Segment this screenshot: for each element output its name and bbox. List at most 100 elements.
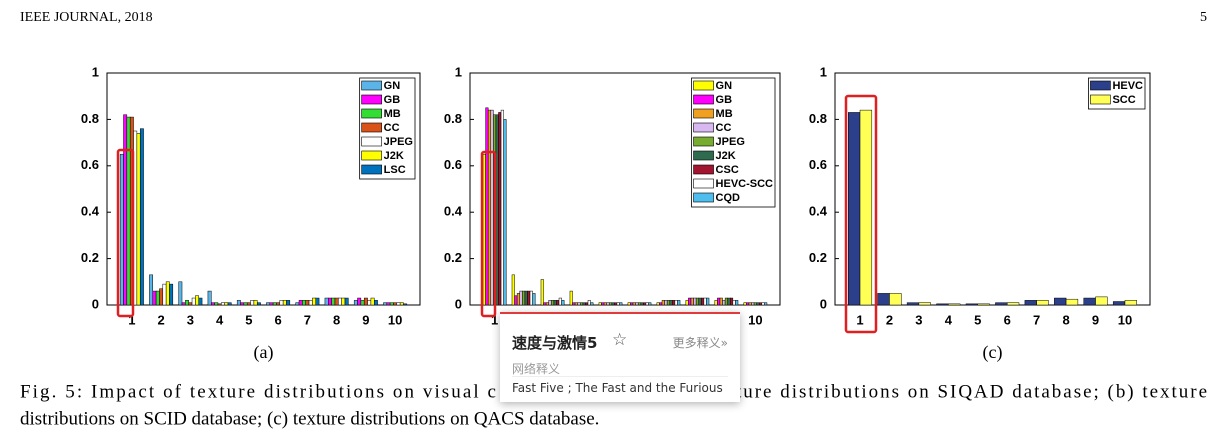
y-tick-label: 0.4 [809, 204, 828, 219]
bar [399, 302, 404, 306]
legend-swatch [693, 80, 714, 91]
bar [619, 302, 623, 306]
bar [188, 302, 193, 306]
bar [630, 302, 634, 306]
legend-swatch [361, 164, 382, 175]
dictionary-popup: 速度与激情5 ☆ 更多释义» 网络释义 Fast Five ; The Fast… [500, 312, 740, 402]
bar [722, 300, 726, 306]
bar [490, 109, 494, 306]
legend: GN GB MB CC JPEG J2K LSC [359, 77, 416, 180]
bar [279, 300, 284, 306]
bar [706, 297, 710, 306]
bar [139, 128, 144, 306]
bar [730, 297, 734, 306]
bar [995, 302, 1008, 306]
bar [393, 302, 398, 306]
bar [698, 297, 702, 306]
bar [582, 302, 586, 306]
bar [677, 300, 681, 306]
bar [577, 302, 581, 306]
legend-swatch [693, 108, 714, 119]
bar [761, 302, 765, 306]
bar [389, 302, 394, 306]
bar [503, 119, 507, 306]
y-tick-label: 1 [92, 64, 99, 79]
bar [312, 297, 316, 306]
x-tick-label: 5 [245, 312, 252, 327]
popup-word: 速度与激情5 [512, 334, 598, 352]
x-tick-label: 1 [128, 312, 135, 327]
x-tick-label: 2 [157, 312, 164, 327]
more-link[interactable]: 更多释义» [672, 336, 728, 350]
legend-label: GB [716, 94, 733, 106]
favorite-star[interactable]: ☆ [612, 330, 628, 350]
legend-label: GN [384, 80, 401, 92]
x-tick-label: 10 [748, 312, 762, 327]
bar [1095, 296, 1108, 306]
bar [324, 297, 329, 306]
bar [746, 302, 750, 306]
bar [714, 300, 718, 306]
bar [553, 300, 557, 306]
bar [616, 302, 620, 306]
bar [282, 300, 287, 306]
bar [328, 297, 332, 306]
legend-label: GN [716, 80, 733, 92]
bar [266, 302, 271, 306]
y-tick-label: 0.8 [444, 111, 462, 126]
bar [587, 300, 591, 306]
bar [485, 107, 489, 306]
legend-swatch [361, 94, 382, 105]
bar [295, 302, 300, 306]
bar [1124, 300, 1138, 306]
bar [253, 300, 258, 306]
bar [695, 297, 699, 306]
bar [751, 302, 755, 306]
y-tick-label: 0.2 [809, 250, 827, 265]
bar [574, 302, 578, 306]
bar [732, 300, 736, 306]
y-tick-label: 0 [455, 296, 462, 311]
bar [561, 300, 565, 306]
bar [136, 133, 141, 306]
bar [532, 293, 536, 306]
bar [756, 302, 760, 306]
bar [119, 153, 124, 306]
bar [685, 300, 689, 306]
bar [178, 281, 183, 306]
bar [701, 297, 705, 306]
bar [611, 302, 615, 306]
bar [482, 153, 486, 306]
legend-label: MB [716, 108, 733, 120]
legend-swatch [1090, 80, 1111, 91]
y-tick-label: 0.2 [444, 250, 462, 265]
legend-label: JPEG [384, 136, 413, 148]
bar [614, 302, 618, 306]
highlight-box [116, 148, 135, 318]
bar [386, 302, 391, 306]
bar [162, 283, 167, 306]
x-tick-label: 2 [886, 312, 893, 327]
bar [764, 302, 768, 306]
bar [211, 302, 215, 306]
bar [643, 302, 647, 306]
legend-swatch [693, 94, 714, 105]
bar [152, 290, 157, 306]
bar [308, 300, 313, 306]
bar [286, 300, 291, 306]
y-tick-label: 0.6 [81, 157, 99, 172]
bar [498, 112, 502, 306]
bar [315, 297, 320, 306]
bar [688, 297, 692, 306]
bar [341, 297, 346, 306]
bar [1065, 298, 1079, 306]
bar [664, 300, 668, 306]
bar [529, 290, 533, 306]
legend-swatch [361, 108, 382, 119]
legend-swatch [361, 80, 382, 91]
bar [672, 300, 676, 306]
y-tick-label: 0.4 [444, 204, 463, 219]
x-tick-label: 3 [915, 312, 922, 327]
bar [918, 302, 931, 306]
